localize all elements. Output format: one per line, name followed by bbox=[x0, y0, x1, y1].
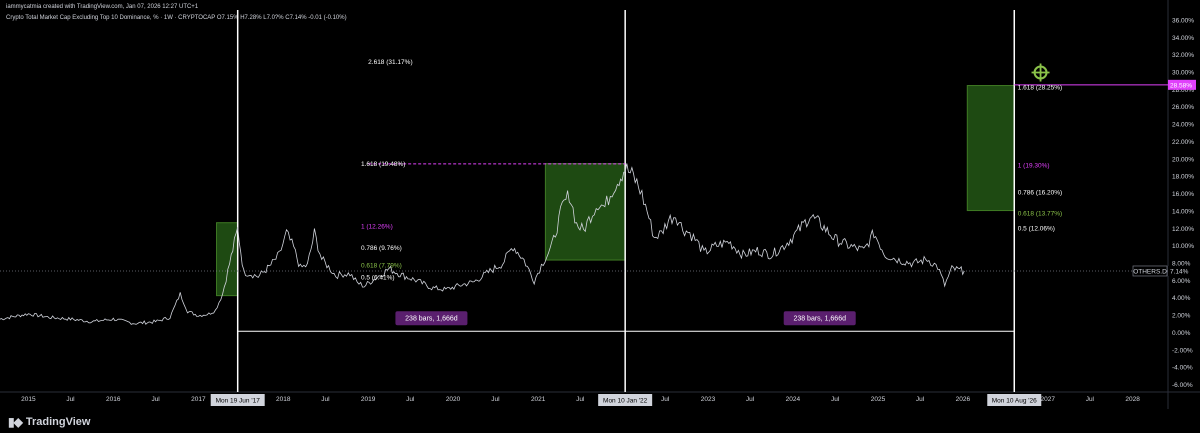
ruler-label: 238 bars, 1,666d bbox=[405, 316, 458, 323]
y-tick-label: 28.00% bbox=[1172, 87, 1194, 94]
x-tick-label: 2026 bbox=[956, 396, 971, 403]
y-tick-label: 26.00% bbox=[1172, 104, 1194, 111]
target-zone-box bbox=[966, 85, 1015, 212]
x-tick-label: 2021 bbox=[531, 396, 546, 403]
target-price-label: 28.58% bbox=[1170, 82, 1192, 89]
date-highlight-box bbox=[598, 394, 653, 406]
target-price-badge bbox=[1168, 79, 1196, 90]
fib-level-label: 0.5 (6.41%) bbox=[361, 274, 395, 281]
fib-level-label: 1 (19.30%) bbox=[1018, 162, 1050, 169]
y-tick-label: 10.00% bbox=[1172, 243, 1194, 250]
x-tick-label: Jul bbox=[406, 396, 415, 403]
x-tick-label: Jul bbox=[746, 396, 755, 403]
x-tick-label: 2027 bbox=[1041, 396, 1056, 403]
y-tick-label: -6.00% bbox=[1172, 382, 1193, 389]
y-tick-label: 8.00% bbox=[1172, 261, 1191, 268]
tradingview-logo[interactable]: ▮◆ TradingView bbox=[8, 415, 90, 429]
x-tick-label: Jul bbox=[66, 396, 75, 403]
y-tick-label: 0.00% bbox=[1172, 330, 1191, 337]
y-tick-label: 6.00% bbox=[1172, 278, 1191, 285]
fib-level-label: 2.618 (31.17%) bbox=[368, 59, 412, 66]
symbol-label-box bbox=[1132, 265, 1168, 277]
x-tick-label: 2017 bbox=[191, 396, 206, 403]
fib-level-label: 1 (12.26%) bbox=[361, 224, 393, 231]
y-tick-label: 16.00% bbox=[1172, 191, 1194, 198]
y-tick-label: 24.00% bbox=[1172, 122, 1194, 129]
y-tick-label: 12.00% bbox=[1172, 226, 1194, 233]
ruler-label-box bbox=[395, 311, 468, 326]
y-tick-label: 22.00% bbox=[1172, 139, 1194, 146]
ruler-label: 238 bars, 1,666d bbox=[793, 316, 846, 323]
fib-level-label: 1.618 (19.48%) bbox=[361, 161, 405, 168]
y-tick-label: -4.00% bbox=[1172, 365, 1193, 372]
tradingview-brand-label: TradingView bbox=[25, 416, 91, 428]
date-highlight-label: Mon 10 Jan '22 bbox=[603, 398, 648, 405]
chart-symbol-line: Crypto Total Market Cap Excluding Top 10… bbox=[6, 15, 347, 21]
fib-level-label: 0.618 (13.77%) bbox=[1018, 210, 1062, 217]
price-series-line bbox=[0, 163, 965, 325]
x-tick-label: Jul bbox=[576, 396, 585, 403]
x-tick-label: Jul bbox=[661, 396, 670, 403]
x-tick-label: Jul bbox=[321, 396, 330, 403]
x-tick-label: 2015 bbox=[21, 396, 36, 403]
crosshair-target-icon bbox=[1031, 63, 1050, 82]
x-tick-label: 2025 bbox=[871, 396, 886, 403]
ruler-label-box bbox=[783, 311, 856, 326]
fib-level-label: 0.786 (16.20%) bbox=[1018, 189, 1062, 196]
y-tick-label: 20.00% bbox=[1172, 156, 1194, 163]
target-zone-box bbox=[544, 163, 626, 261]
y-tick-label: 18.00% bbox=[1172, 174, 1194, 181]
fib-level-label: 1.618 (28.25%) bbox=[1018, 85, 1062, 92]
target-zone-box bbox=[216, 222, 239, 297]
fib-level-label: 0.618 (7.79%) bbox=[361, 262, 402, 269]
x-tick-label: Jul bbox=[831, 396, 840, 403]
tradingview-logo-icon: ▮◆ bbox=[8, 415, 23, 429]
date-highlight-box bbox=[987, 394, 1042, 406]
date-highlight-box bbox=[210, 394, 265, 406]
symbol-label: OTHERS.D bbox=[1133, 268, 1167, 275]
y-tick-label: 34.00% bbox=[1172, 35, 1194, 42]
date-highlight-label: Mon 10 Aug '26 bbox=[992, 398, 1037, 405]
date-highlight-label: Mon 19 Jun '17 bbox=[216, 398, 261, 405]
chart-author-line: iammycatmia created with TradingView.com… bbox=[6, 4, 199, 10]
y-tick-label: 30.00% bbox=[1172, 70, 1194, 77]
y-tick-label: 32.00% bbox=[1172, 52, 1194, 59]
x-tick-label: Jul bbox=[491, 396, 500, 403]
x-tick-label: 2024 bbox=[786, 396, 801, 403]
x-tick-label: Jul bbox=[1086, 396, 1095, 403]
x-tick-label: Jul bbox=[916, 396, 925, 403]
x-tick-label: 2020 bbox=[446, 396, 461, 403]
price-chart[interactable]: 36.00% 34.00% 32.00% 30.00% 28.00% 26.00% 24.0… bbox=[0, 0, 1200, 409]
fib-level-label: 0.786 (9.76%) bbox=[361, 245, 402, 252]
y-tick-label: 14.00% bbox=[1172, 208, 1194, 215]
x-tick-label: Jul bbox=[151, 396, 160, 403]
y-tick-label: -2.00% bbox=[1172, 347, 1193, 354]
footer-bar: ▮◆ TradingView bbox=[0, 409, 1200, 433]
x-tick-label: 2018 bbox=[276, 396, 291, 403]
y-tick-label: 4.00% bbox=[1172, 295, 1191, 302]
last-price-label: 7.14% bbox=[1170, 268, 1189, 275]
y-tick-label: 2.00% bbox=[1172, 313, 1191, 320]
fib-level-label: 0.5 (12.06%) bbox=[1018, 225, 1055, 232]
x-tick-label: 2028 bbox=[1125, 396, 1140, 403]
last-price-box bbox=[1168, 265, 1196, 276]
y-tick-label: 36.00% bbox=[1172, 17, 1194, 24]
x-tick-label: 2019 bbox=[361, 396, 376, 403]
x-tick-label: 2016 bbox=[106, 396, 121, 403]
x-tick-label: 2023 bbox=[701, 396, 716, 403]
